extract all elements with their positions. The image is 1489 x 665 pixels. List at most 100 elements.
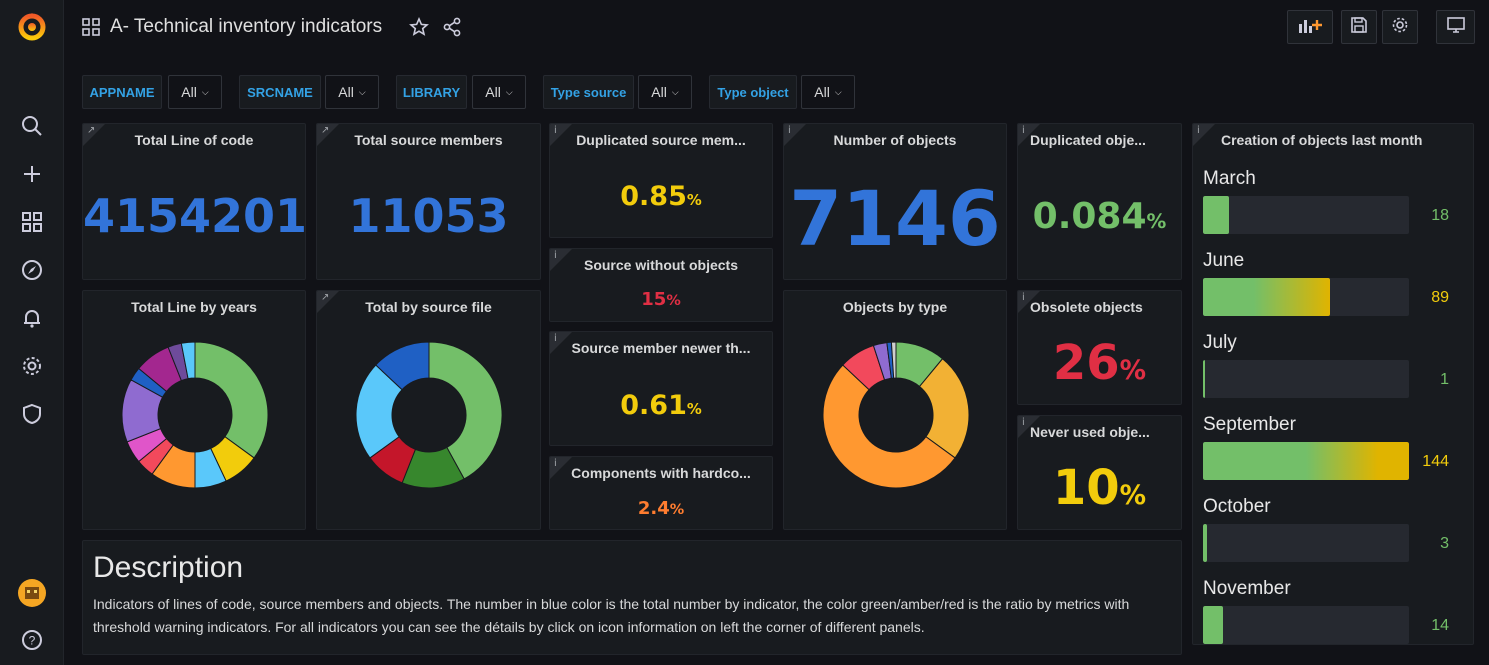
- panel-title[interactable]: Duplicated source mem...: [576, 132, 746, 148]
- panel-title[interactable]: Objects by type: [842, 299, 948, 315]
- var-select-type-source[interactable]: All ⌵: [638, 75, 692, 109]
- avatar[interactable]: [16, 577, 48, 609]
- star-icon[interactable]: [409, 17, 429, 42]
- gear-icon: [1391, 16, 1409, 39]
- panel-link-corner[interactable]: [317, 124, 339, 146]
- info-icon[interactable]: i: [554, 458, 557, 469]
- panel-total-source-members: ↗ Total source members 11053: [316, 123, 541, 280]
- panel-total-line-of-code: ↗ Total Line of code 4154201: [82, 123, 306, 280]
- external-link-icon[interactable]: ↗: [87, 125, 96, 136]
- panel-total-line-by-years: Total Line by years: [82, 290, 306, 530]
- bar-label: June: [1203, 250, 1245, 271]
- panel-title[interactable]: Number of objects: [833, 132, 957, 148]
- shield-icon[interactable]: [16, 398, 48, 430]
- stat-value: 0.084%: [1032, 196, 1167, 237]
- pie-slice[interactable]: [180, 341, 196, 380]
- pie-slice[interactable]: [375, 341, 430, 391]
- var-value: All: [485, 84, 501, 100]
- dashboard-grid-icon: [82, 18, 100, 41]
- var-select-type-object[interactable]: All ⌵: [801, 75, 855, 109]
- bar-fill: [1203, 606, 1224, 644]
- info-icon[interactable]: i: [554, 125, 557, 136]
- panel-source-without-objects: i Source without objects 15%: [549, 248, 773, 322]
- bar-value: 144: [1422, 453, 1449, 470]
- dashboards-icon[interactable]: [16, 206, 48, 238]
- compass-icon[interactable]: [16, 254, 48, 286]
- var-label-library: LIBRARY: [396, 75, 467, 109]
- info-icon[interactable]: i: [1022, 125, 1025, 136]
- var-select-library[interactable]: All ⌵: [472, 75, 526, 109]
- panel-link-corner[interactable]: [83, 124, 105, 146]
- plus-icon[interactable]: [16, 158, 48, 190]
- info-icon[interactable]: i: [554, 333, 557, 344]
- panel-title[interactable]: Total Line of code: [134, 132, 254, 148]
- pie-slice[interactable]: [822, 364, 956, 489]
- panel-title[interactable]: Source without objects: [583, 257, 738, 273]
- pie-slice[interactable]: [890, 341, 897, 379]
- panel-title[interactable]: Obsolete objects: [1030, 299, 1143, 315]
- gear-icon[interactable]: [16, 350, 48, 382]
- panel-duplicated-source-members: i Duplicated source mem... 0.85%: [549, 123, 773, 238]
- panel-link-corner[interactable]: [317, 291, 339, 313]
- external-link-icon[interactable]: ↗: [321, 125, 330, 136]
- add-panel-button[interactable]: [1287, 10, 1333, 44]
- panel-title[interactable]: Total Line by years: [131, 299, 257, 315]
- panel-info-corner[interactable]: [1018, 416, 1040, 438]
- description-title: Description: [93, 551, 244, 584]
- search-icon[interactable]: [16, 110, 48, 142]
- panel-title[interactable]: Creation of objects last month: [1221, 132, 1423, 148]
- pie-slice[interactable]: [194, 341, 269, 459]
- panel-creation-of-objects: i Creation of objects last month March 18…: [1192, 123, 1474, 645]
- bar-label: March: [1203, 168, 1256, 189]
- panel-info-corner[interactable]: [1018, 124, 1040, 146]
- var-select-appname[interactable]: All ⌵: [168, 75, 222, 109]
- panel-duplicated-objects: i Duplicated obje... 0.084%: [1017, 123, 1182, 280]
- monitor-icon: [1446, 16, 1466, 39]
- tv-mode-button[interactable]: [1436, 10, 1475, 44]
- info-icon[interactable]: i: [554, 250, 557, 261]
- stat-value: 11053: [348, 189, 509, 243]
- panel-title[interactable]: Never used obje...: [1030, 424, 1150, 440]
- panel-number-of-objects: i Number of objects 7146: [783, 123, 1007, 280]
- panel-title[interactable]: Components with hardco...: [571, 465, 751, 481]
- external-link-icon[interactable]: ↗: [321, 292, 330, 303]
- pie-slice[interactable]: [428, 341, 503, 480]
- grafana-logo-icon[interactable]: [16, 10, 48, 42]
- panel-total-by-source-file: ↗ Total by source file: [316, 290, 541, 530]
- panel-info-corner[interactable]: [1018, 291, 1040, 313]
- panel-title[interactable]: Total by source file: [365, 299, 492, 315]
- panel-info-corner[interactable]: [784, 124, 806, 146]
- var-select-srcname[interactable]: All ⌵: [325, 75, 379, 109]
- info-icon[interactable]: i: [788, 125, 791, 136]
- bell-icon[interactable]: [16, 302, 48, 334]
- info-icon[interactable]: i: [1197, 125, 1200, 136]
- bar-track: [1203, 278, 1409, 316]
- dashboard-settings-button[interactable]: [1382, 10, 1418, 44]
- bar-label: November: [1203, 578, 1291, 599]
- panel-info-corner[interactable]: [1193, 124, 1215, 146]
- info-icon[interactable]: i: [1022, 292, 1025, 303]
- description-text: Indicators of lines of code, source memb…: [93, 596, 1130, 635]
- stat-value: 7146: [789, 174, 1001, 263]
- donut-chart: [355, 341, 503, 489]
- bar-track: [1203, 360, 1409, 398]
- info-icon[interactable]: i: [1022, 417, 1025, 428]
- panel-info-corner[interactable]: [550, 124, 572, 146]
- panel-title[interactable]: Duplicated obje...: [1030, 132, 1146, 148]
- help-icon[interactable]: ?: [16, 624, 48, 656]
- dashboard-title[interactable]: A- Technical inventory indicators: [110, 16, 383, 37]
- panel-title[interactable]: Source member newer th...: [571, 340, 751, 356]
- svg-text:?: ?: [29, 634, 36, 648]
- panel-title[interactable]: Total source members: [354, 132, 503, 148]
- save-dashboard-button[interactable]: [1341, 10, 1377, 44]
- panel-obsolete-objects: i Obsolete objects 26%: [1017, 290, 1182, 405]
- panel-info-corner[interactable]: [550, 249, 572, 271]
- var-value: All: [338, 84, 354, 100]
- var-label-type-source: Type source: [543, 75, 634, 109]
- stat-value: 0.85%: [620, 181, 702, 212]
- share-icon[interactable]: [442, 17, 462, 42]
- bar-value: 3: [1440, 535, 1449, 552]
- panel-info-corner[interactable]: [550, 332, 572, 354]
- var-value: All: [651, 84, 667, 100]
- panel-info-corner[interactable]: [550, 457, 572, 479]
